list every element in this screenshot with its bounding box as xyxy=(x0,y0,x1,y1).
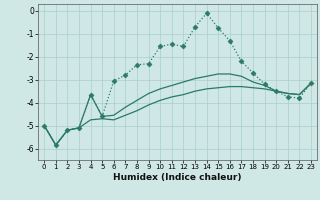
X-axis label: Humidex (Indice chaleur): Humidex (Indice chaleur) xyxy=(113,173,242,182)
